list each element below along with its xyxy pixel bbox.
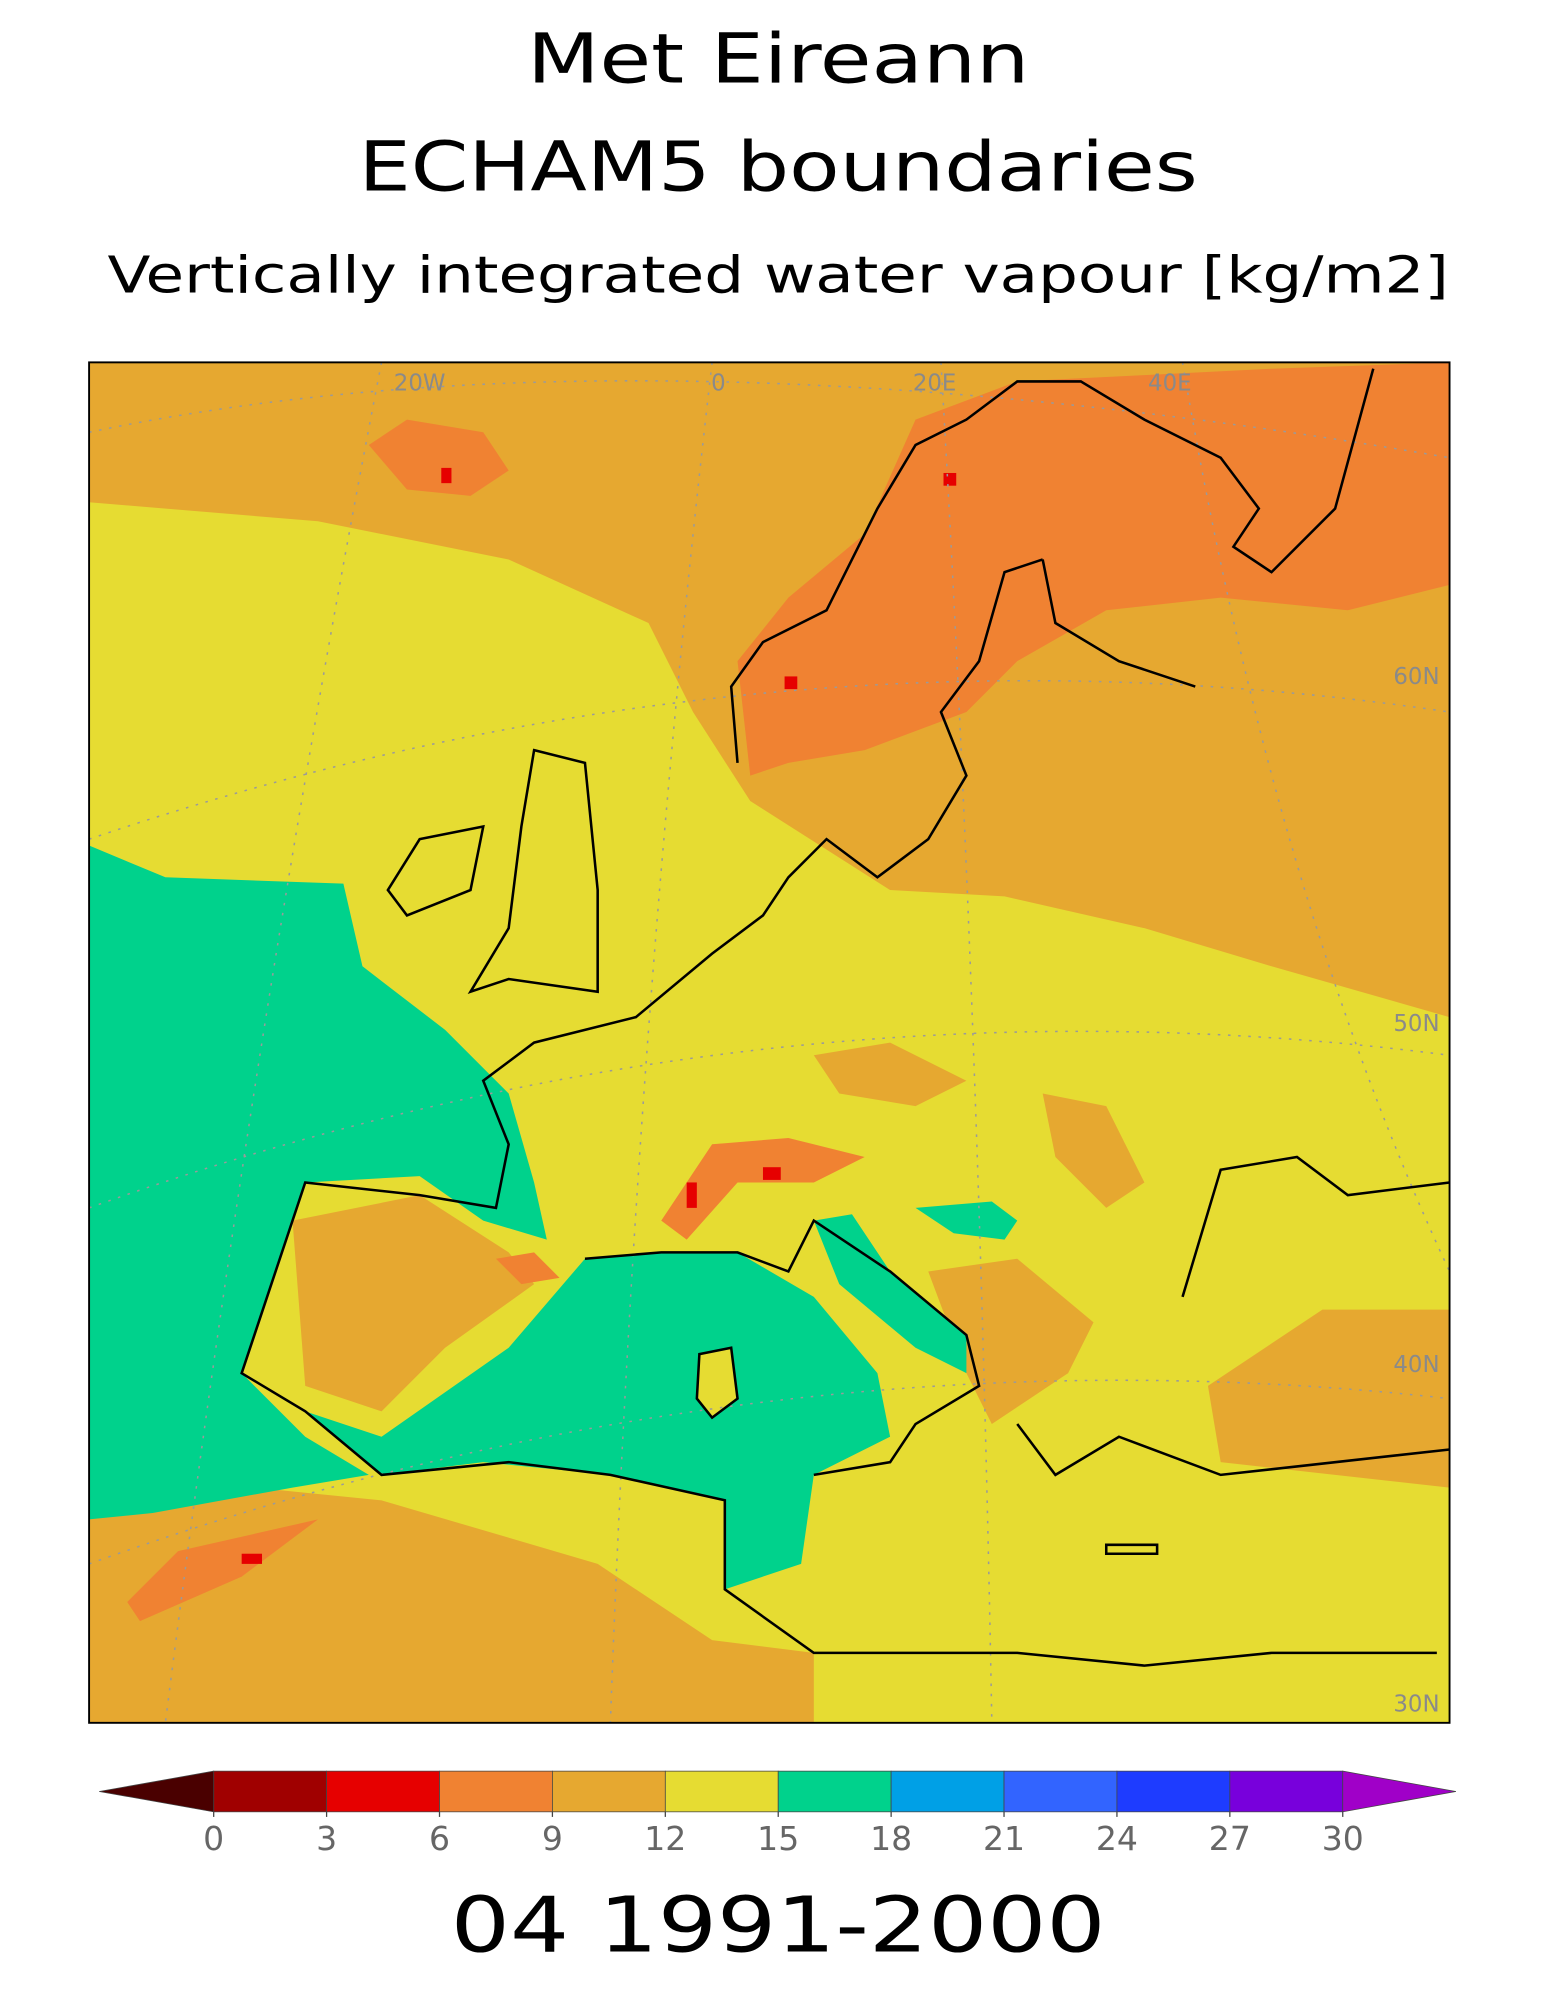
map-field — [89, 362, 1450, 1723]
title: Met Eireann — [527, 20, 1029, 100]
lat-label: 50N — [1393, 1011, 1439, 1037]
lon-label: 0 — [711, 370, 726, 396]
colorbar-under — [99, 1770, 215, 1813]
colorbar-tick-label: 24 — [1096, 1819, 1138, 1858]
lat-label: 60N — [1393, 664, 1439, 690]
colorbar-tick-label: 21 — [983, 1819, 1025, 1858]
colorbar-tick-label: 30 — [1322, 1819, 1364, 1858]
colorbar-tick-label: 12 — [644, 1819, 686, 1858]
colorbar-tick-label: 3 — [316, 1819, 337, 1858]
colorbar-bin — [1116, 1770, 1231, 1813]
colorbar-tick-label: 18 — [870, 1819, 912, 1858]
colorbar: 0 3 6 9 12 15 18 21 24 27 30 — [99, 1770, 1456, 1858]
map-labels: 20W 0 20E 40E 60N 50N 40N 30N — [394, 370, 1440, 1717]
lon-label: 20E — [913, 370, 957, 396]
lat-label: 30N — [1393, 1691, 1439, 1717]
colorbar-bin — [552, 1770, 666, 1813]
colorbar-tick-label: 0 — [203, 1819, 224, 1858]
colorbar-tick-label: 6 — [429, 1819, 450, 1858]
colorbar-bin — [326, 1770, 440, 1813]
colorbar-bin — [213, 1770, 327, 1813]
lon-label: 20W — [394, 370, 446, 396]
colorbar-bin — [890, 1770, 1005, 1813]
map-frame — [88, 361, 1451, 1724]
colorbar-bin — [1229, 1770, 1344, 1813]
colorbar-tick-label: 9 — [542, 1819, 563, 1858]
variable-title: Vertically integrated water vapour [kg/m… — [108, 245, 1449, 304]
subtitle: ECHAM5 boundaries — [359, 128, 1198, 208]
lat-label: 40N — [1393, 1352, 1439, 1378]
colorbar-bin — [1003, 1770, 1118, 1813]
lon-label: 40E — [1148, 370, 1192, 396]
colorbar-tick-label: 15 — [757, 1819, 799, 1858]
colorbar-bin — [777, 1770, 892, 1813]
colorbar-tick-label: 27 — [1209, 1819, 1251, 1858]
colorbar-bin — [664, 1770, 779, 1813]
footer: 04 1991-2000 — [451, 1881, 1106, 1970]
colorbar-over — [1342, 1770, 1456, 1813]
colorbar-bin — [439, 1770, 553, 1813]
